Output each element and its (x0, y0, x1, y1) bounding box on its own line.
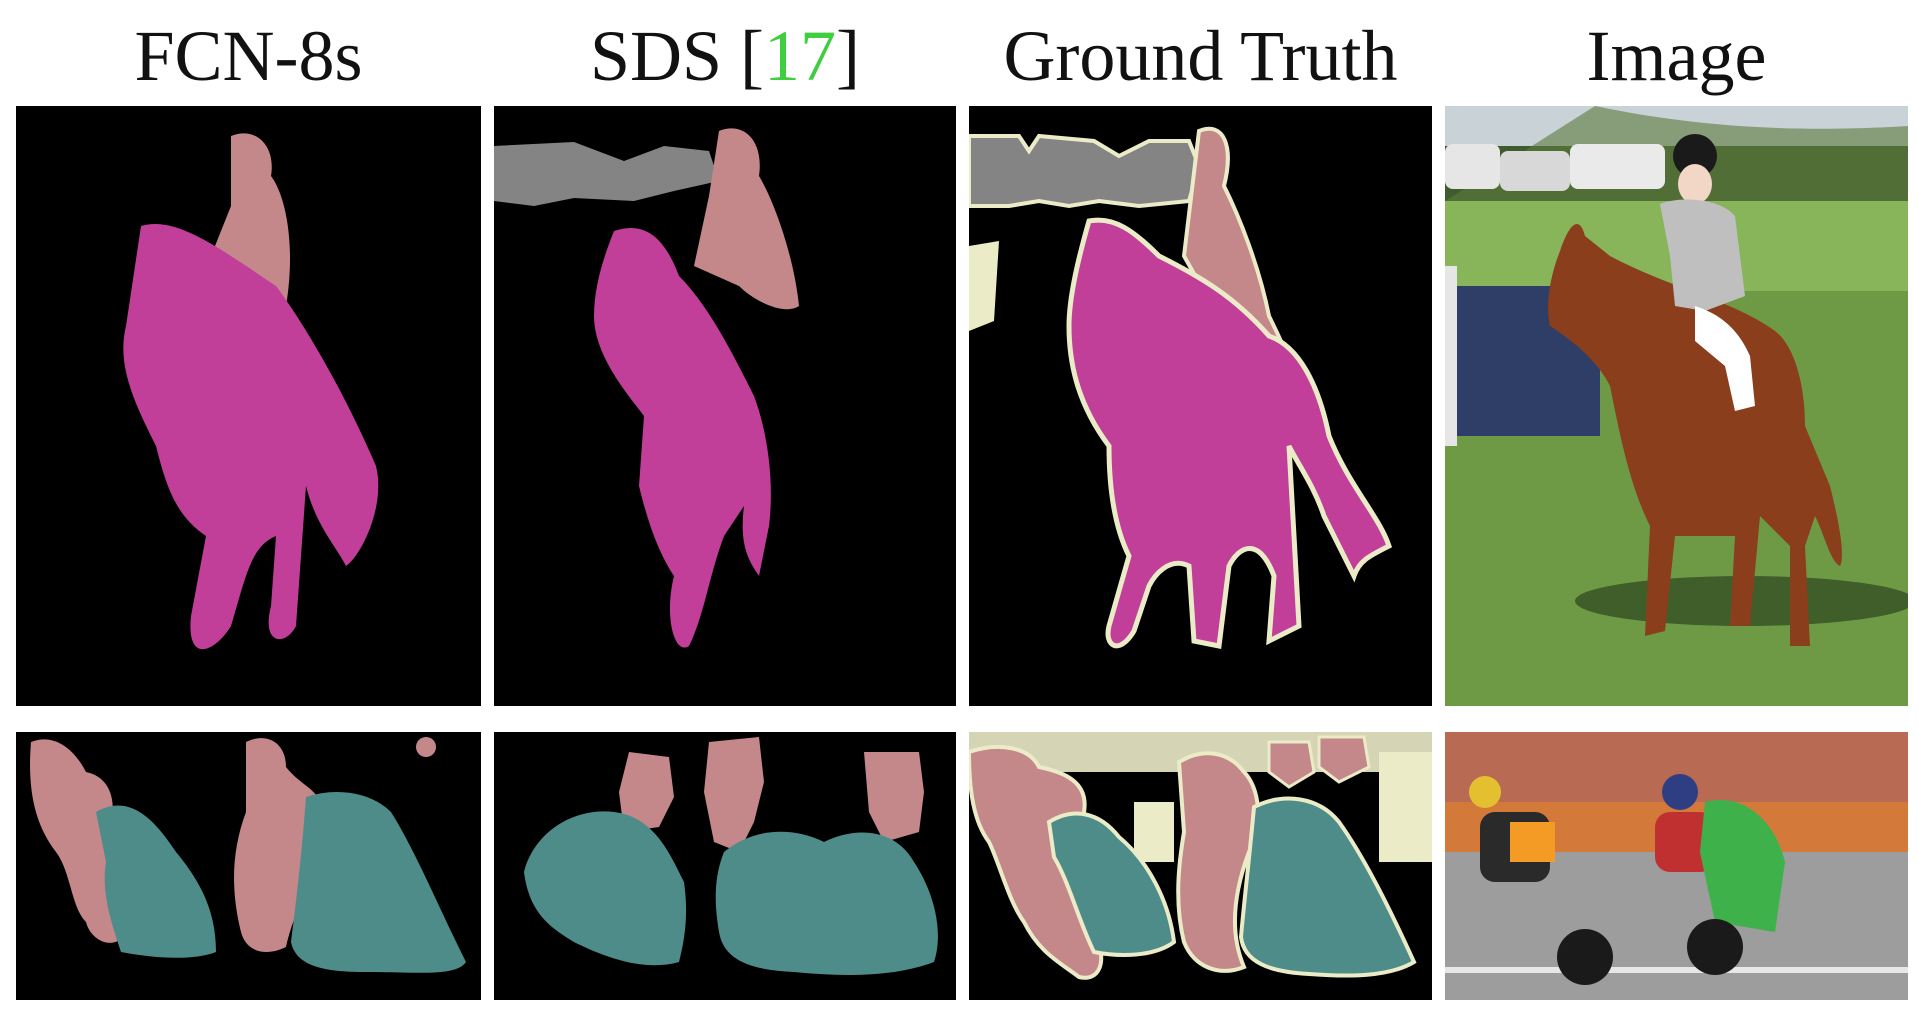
title-sds-prefix: SDS [ (589, 16, 765, 96)
ground-truth-horse-segmentation (969, 106, 1432, 706)
citation-link[interactable]: 17 (764, 16, 837, 96)
sds-horse-segmentation (494, 106, 956, 706)
title-ground-truth: Ground Truth (1003, 16, 1398, 96)
sds-motorbike-segmentation (494, 732, 956, 1000)
title-fcn-8s: FCN-8s (134, 16, 363, 96)
title-image: Image (1586, 16, 1767, 96)
fcn-horse-segmentation (16, 106, 481, 706)
title-sds-suffix: ] (836, 16, 861, 96)
motorbike-race-photo (1445, 732, 1908, 1000)
horse-rider-photo (1445, 106, 1908, 706)
ground-truth-motorbike-segmentation (969, 732, 1432, 1000)
title-sds: SDS [17] (494, 6, 956, 96)
fcn-motorbike-segmentation (16, 732, 481, 1000)
